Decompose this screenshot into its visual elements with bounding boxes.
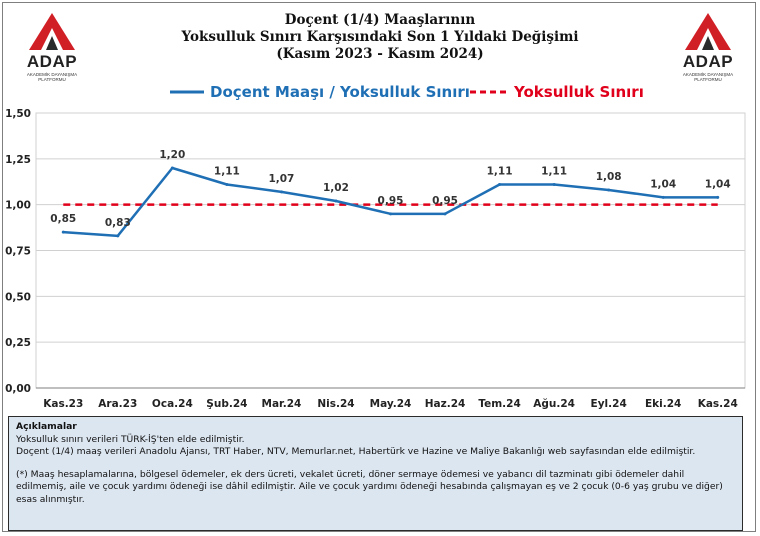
data-label: 0,83 [105,217,131,229]
x-tick-label: Kas.23 [43,398,83,410]
x-tick-label: Eyl.24 [591,398,627,410]
logo-triangle-core [46,36,58,50]
chart-title-line3: (Kasım 2023 - Kasım 2024) [276,46,484,62]
y-tick-label: 0,50 [5,291,31,303]
y-tick-label: 1,25 [5,154,31,166]
y-tick-label: 0,25 [5,337,31,349]
notes-line-2: Doçent (1/4) maaş verileri Anadolu Ajans… [16,446,696,457]
data-label: 1,02 [323,182,349,194]
data-point [443,212,447,216]
logo-name: ADAP [26,52,78,71]
notes-box: Açıklamalar Yoksulluk sınırı verileri TÜ… [8,416,743,531]
x-tick-label: Eki.24 [645,398,681,410]
data-label: 1,04 [650,178,676,190]
logo-triangle-core [702,36,714,50]
data-label: 1,07 [268,173,294,185]
legend-item-salary: Doçent Maaşı / Yoksulluk Sınırı [170,80,470,104]
notes-line-1: Yoksulluk sınırı verileri TÜRK-İŞ'ten el… [16,433,245,445]
data-point [552,183,556,186]
y-tick-label: 0,00 [5,383,31,395]
x-tick-label: Şub.24 [206,398,247,410]
x-tick-label: Ara.23 [98,398,137,410]
x-tick-label: Haz.24 [425,398,466,410]
logo-name: ADAP [682,52,734,71]
legend-swatch-solid [170,90,204,94]
data-point [661,195,665,199]
logo-subtitle-2: PLATFORMU [38,77,66,82]
data-label: 1,04 [705,178,731,190]
data-point [279,190,283,194]
chart-title-line2: Yoksulluk Sınırı Karşısındaki Son 1 Yıld… [181,29,579,45]
adap-logo-left: ADAP AKADEMİK DAYANIŞMA PLATFORMU [17,12,87,92]
data-label: 1,11 [487,166,513,178]
data-label: 1,11 [214,166,240,178]
data-label: 0,85 [50,213,76,225]
notes-heading: Açıklamalar [16,421,77,432]
y-tick-label: 0,75 [5,246,31,258]
adap-logo-mark [29,13,75,50]
x-tick-label: Nis.24 [317,398,354,410]
data-point [716,195,720,199]
x-tick-label: May.24 [370,398,412,410]
data-label: 1,08 [596,171,622,183]
legend-label-poverty: Yoksulluk Sınırı [514,83,644,101]
legend-label-salary: Doçent Maaşı / Yoksulluk Sınırı [210,83,470,101]
data-point [225,183,229,186]
data-point [334,199,338,203]
data-label: 1,20 [159,149,185,161]
data-point [607,188,611,192]
data-point [170,166,174,170]
legend-item-poverty: Yoksulluk Sınırı [470,80,644,104]
data-point [116,234,120,238]
x-tick-label: Ağu.24 [533,398,575,410]
x-tick-label: Oca.24 [152,398,193,410]
data-label: 0,95 [432,195,458,207]
data-label: 1,11 [541,166,567,178]
x-tick-label: Tem.24 [478,398,520,410]
adap-logo-right: ADAP AKADEMİK DAYANIŞMA PLATFORMU [673,12,743,92]
data-point [498,183,502,186]
y-tick-label: 1,00 [5,200,31,212]
logo-subtitle-1: AKADEMİK DAYANIŞMA [682,72,734,77]
y-tick-label: 1,50 [5,108,31,120]
chart-title-line1: Doçent (1/4) Maaşlarının [284,12,476,28]
data-point [389,212,392,216]
data-point [61,230,65,234]
data-label: 0,95 [378,195,404,207]
notes-footnote: (*) Maaş hesaplamalarına, bölgesel ödeme… [16,468,723,505]
adap-logo-mark [685,13,731,50]
legend-swatch-dashed [470,90,508,94]
x-tick-label: Kas.24 [698,398,738,410]
x-tick-label: Mar.24 [262,398,302,410]
logo-subtitle-1: AKADEMİK DAYANIŞMA [26,72,78,77]
logo-subtitle-2: PLATFORMU [694,77,722,82]
